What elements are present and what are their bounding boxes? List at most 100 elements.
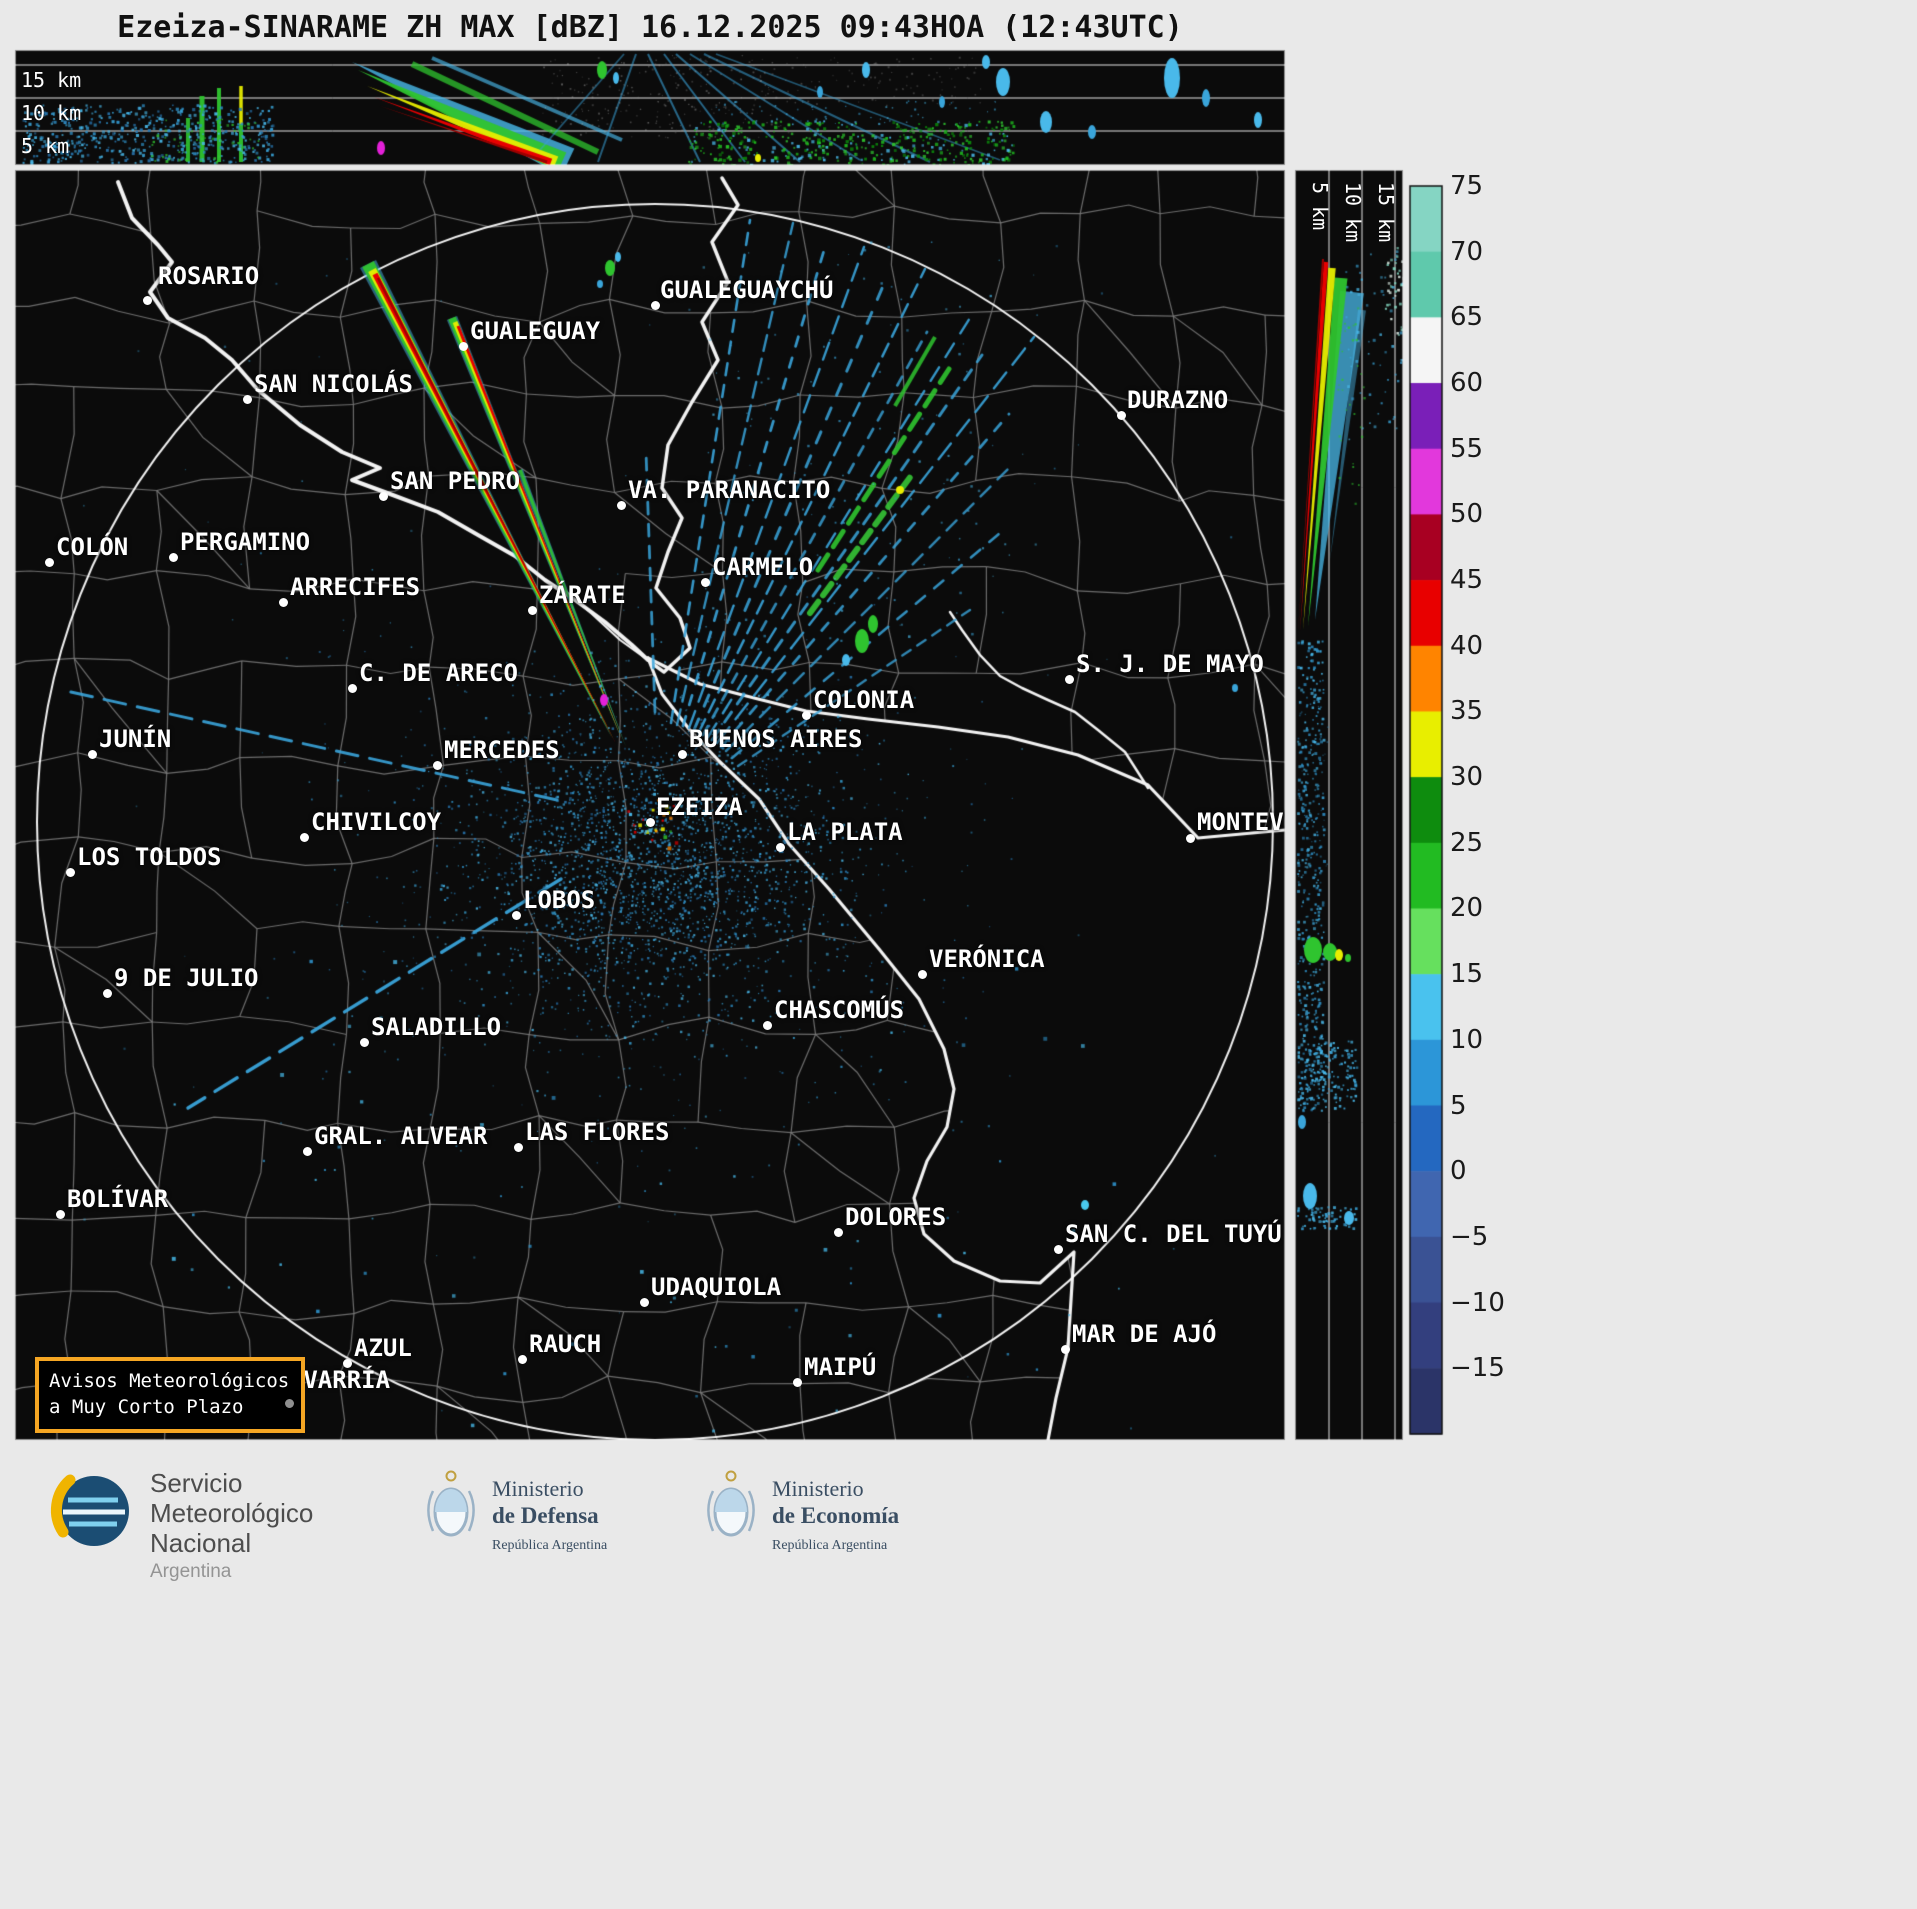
city-label: MAR DE AJÓ	[1072, 1320, 1217, 1348]
map-overlay: ROSARIO GUALEGUAYCHÚ GUALEGUAY SAN NICOLÁS D…	[15, 170, 1285, 1440]
city-label: SALADILLO	[371, 1013, 502, 1041]
colorbar-tick-label: 25	[1450, 827, 1484, 858]
city-dot	[645, 817, 655, 827]
city-dot	[1060, 1344, 1070, 1354]
city-label: ZÁRATE	[539, 581, 626, 609]
height-axis-label: 10 km	[21, 101, 82, 125]
city-dot	[762, 1020, 772, 1030]
ministry-subline: República Argentina	[492, 1538, 608, 1553]
city-dot	[359, 1037, 369, 1047]
smn-logo-icon	[51, 1474, 129, 1546]
city-label: SAN PEDRO	[390, 467, 521, 495]
city-dot	[1185, 833, 1195, 843]
economia-coat-of-arms-icon	[707, 1470, 755, 1537]
colorbar-ticks: 75 70 65 60 55 50 45 40 35 30 25 20 15 10 5 0 −5 −10 −15	[1450, 0, 1540, 1455]
city-label: COLÓN	[56, 533, 129, 561]
city-dot	[142, 295, 152, 305]
height-axis-label: 15 km	[1374, 182, 1398, 243]
city-dot	[833, 1227, 843, 1237]
city-dot	[1116, 410, 1126, 420]
city-label: MONTEVIDEO	[1197, 808, 1285, 836]
colorbar-tick-label: 35	[1450, 696, 1484, 727]
ministry-line: Ministerio	[772, 1476, 864, 1501]
city-label: SAN C. DEL TUYÚ	[1065, 1220, 1282, 1248]
city-label: 9 DE JULIO	[114, 964, 259, 992]
colorbar-tick-label: 30	[1450, 762, 1484, 793]
top-profile-overlay: 15 km 10 km 5 km	[15, 50, 1285, 165]
city-dot	[677, 749, 687, 759]
city-dot	[513, 1142, 523, 1152]
city-dot	[44, 557, 54, 567]
city-label: DURAZNO	[1127, 386, 1229, 414]
city-label: CHIVILCOY	[311, 808, 442, 836]
warning-line-1: Avisos Meteorológicos	[49, 1370, 290, 1392]
smn-name-line: Nacional	[150, 1528, 252, 1558]
ministry-line: de Defensa	[492, 1503, 599, 1528]
city-dot	[616, 500, 626, 510]
city-label: UDAQUIOLA	[651, 1273, 782, 1301]
city-label: PERGAMINO	[180, 528, 311, 556]
city-dot	[65, 867, 75, 877]
city-dot	[168, 552, 178, 562]
city-dot	[102, 988, 112, 998]
colorbar-tick-label: 0	[1450, 1156, 1467, 1187]
defensa-coat-of-arms-icon	[427, 1470, 475, 1537]
city-dot	[917, 969, 927, 979]
colorbar-tick-label: 10	[1450, 1024, 1484, 1055]
city-dot	[527, 605, 537, 615]
warning-dot	[285, 1399, 295, 1408]
city-label: GUALEGUAYCHÚ	[660, 276, 834, 304]
ministry-line: de Economía	[772, 1503, 900, 1528]
colorbar-tick-label: 55	[1450, 433, 1484, 464]
city-label: JUNÍN	[99, 725, 172, 753]
city-label: LA PLATA	[787, 818, 903, 846]
ministry-line: Ministerio	[492, 1476, 584, 1501]
colorbar-tick-label: 50	[1450, 499, 1484, 530]
city-label: CARMELO	[712, 553, 814, 581]
city-label: LAS FLORES	[525, 1118, 670, 1146]
ministry-economia: Ministerio de Economía República Argenti…	[772, 1476, 899, 1554]
ministry-subline: República Argentina	[772, 1538, 888, 1553]
warning-line-2: a Muy Corto Plazo	[49, 1396, 244, 1418]
city-label: VERÓNICA	[929, 945, 1045, 973]
ministry-defensa: Ministerio de Defensa República Argentin…	[492, 1476, 607, 1554]
page-title: Ezeiza-SINARAME ZH MAX [dBZ] 16.12.2025 …	[117, 10, 1183, 45]
colorbar-tick-label: 45	[1450, 565, 1484, 596]
city-dot	[1053, 1244, 1063, 1254]
city-label: MAIPÚ	[804, 1353, 877, 1381]
city-label: ROSARIO	[158, 262, 260, 290]
city-dot	[347, 683, 357, 693]
colorbar-tick-label: −5	[1450, 1221, 1489, 1252]
city-label: SAN NICOLÁS	[254, 370, 413, 398]
smn-country: Argentina	[150, 1561, 232, 1582]
city-dot	[378, 491, 388, 501]
city-label: S. J. DE MAYO	[1076, 650, 1264, 678]
colorbar-tick-label: 70	[1450, 236, 1484, 267]
city-label: BUENOS AIRES	[689, 725, 863, 753]
city-dot	[242, 394, 252, 404]
city-dot	[650, 300, 660, 310]
colorbar-tick-label: 75	[1450, 171, 1484, 201]
smn-name-line: Servicio	[150, 1468, 243, 1498]
city-label: CHASCOMÚS	[774, 996, 905, 1024]
city-dot	[792, 1377, 802, 1387]
colorbar-tick-label: −15	[1450, 1353, 1505, 1384]
city-label: GUALEGUAY	[470, 317, 601, 345]
city-label: EZEIZA	[656, 793, 743, 821]
city-dot	[432, 760, 442, 770]
city-dot	[700, 577, 710, 587]
city-label: AZUL	[354, 1334, 412, 1362]
city-dot	[342, 1358, 352, 1368]
height-axis-label: 10 km	[1341, 182, 1365, 243]
city-dot	[775, 842, 785, 852]
city-label: MERCEDES	[444, 736, 560, 764]
city-dot	[511, 910, 521, 920]
city-dot	[87, 749, 97, 759]
colorbar-tick-label: 15	[1450, 959, 1484, 990]
side-profile-overlay: 5 km 10 km 15 km	[1295, 170, 1403, 1440]
colorbar-tick-label: 40	[1450, 630, 1484, 661]
city-dot	[639, 1297, 649, 1307]
height-axis-label: 5 km	[21, 134, 70, 158]
smn-name-line: Meteorológico	[150, 1498, 314, 1528]
